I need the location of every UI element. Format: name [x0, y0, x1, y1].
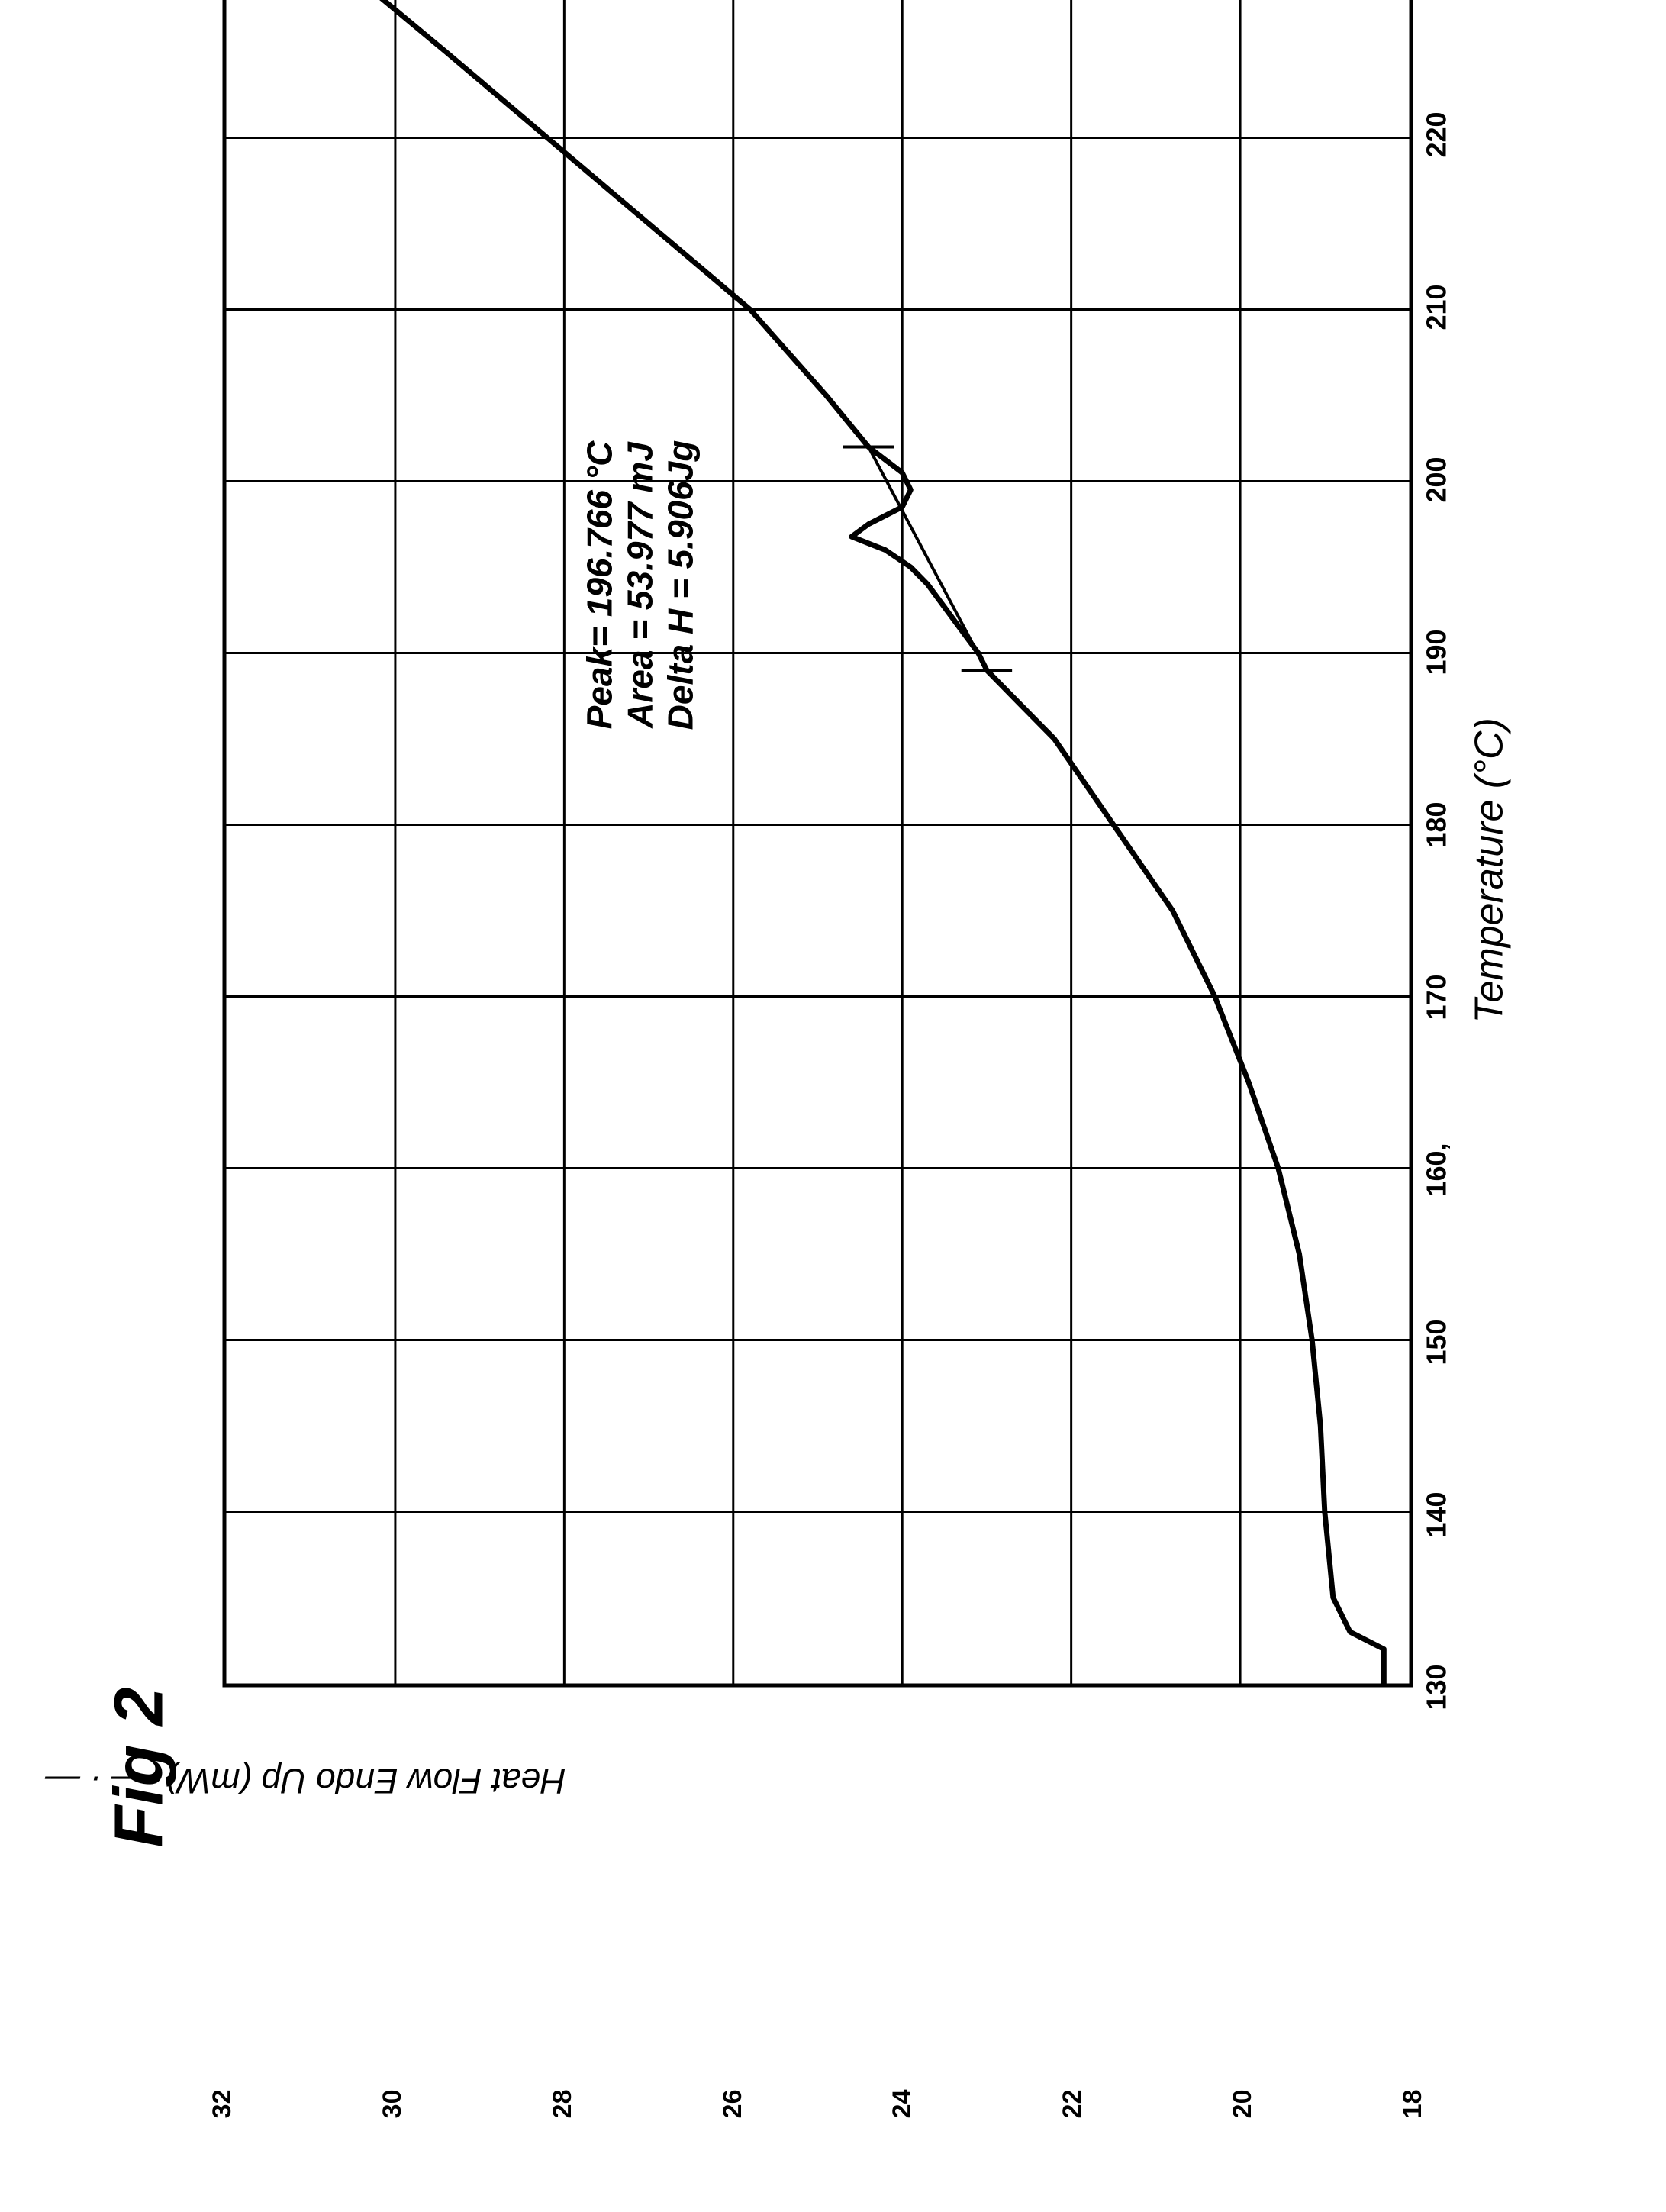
y-tick-label: 26 — [718, 2090, 748, 2136]
peak-line-3: Delta H = 5.906Jg — [660, 440, 701, 730]
x-tick-label: 130 — [1421, 1664, 1453, 1710]
y-axis-label-line: — · — — [45, 1762, 147, 1801]
y-tick-label: 32 — [208, 2090, 237, 2136]
peak-line-2: Area = 53.977 mJ — [620, 440, 660, 730]
chart-svg — [227, 0, 1410, 1684]
y-axis-label: Heat Flow Endo Up (mW) — · — — [45, 1761, 566, 1802]
y-tick-label: 24 — [888, 2090, 917, 2136]
series-paths — [336, 0, 1384, 1684]
peak-line-1: Peak= 196.766 °C — [580, 440, 620, 730]
grid-lines — [227, 0, 1410, 1684]
y-tick-label: 20 — [1228, 2090, 1258, 2136]
x-axis-label: Temperature (°C) — [1467, 717, 1513, 1023]
x-tick-label: 200 — [1421, 456, 1453, 502]
y-axis-label-text: Heat Flow Endo Up (mW) — [166, 1762, 566, 1801]
x-tick-label: 140 — [1421, 1491, 1453, 1537]
y-tick-label: 28 — [548, 2090, 578, 2136]
y-tick-label: 22 — [1058, 2090, 1088, 2136]
y-tick-label: 30 — [378, 2090, 408, 2136]
x-tick-label: 210 — [1421, 284, 1453, 330]
x-tick-label: 190 — [1421, 629, 1453, 675]
peak-annotation: Peak= 196.766 °C Area = 53.977 mJ Delta … — [580, 440, 701, 730]
heat-flow-curve — [336, 0, 1384, 1684]
x-tick-label: 170 — [1421, 974, 1453, 1020]
chart-area — [223, 0, 1413, 1688]
y-tick-label: 18 — [1398, 2090, 1428, 2136]
page-container: Fig 2 Heat Flow Endo Up (mW) — · — Tempe… — [70, 273, 1597, 1940]
x-tick-label: 160, — [1421, 1143, 1453, 1196]
x-tick-label: 150 — [1421, 1319, 1453, 1365]
x-tick-label: 220 — [1421, 111, 1453, 157]
x-tick-label: 180 — [1421, 801, 1453, 847]
